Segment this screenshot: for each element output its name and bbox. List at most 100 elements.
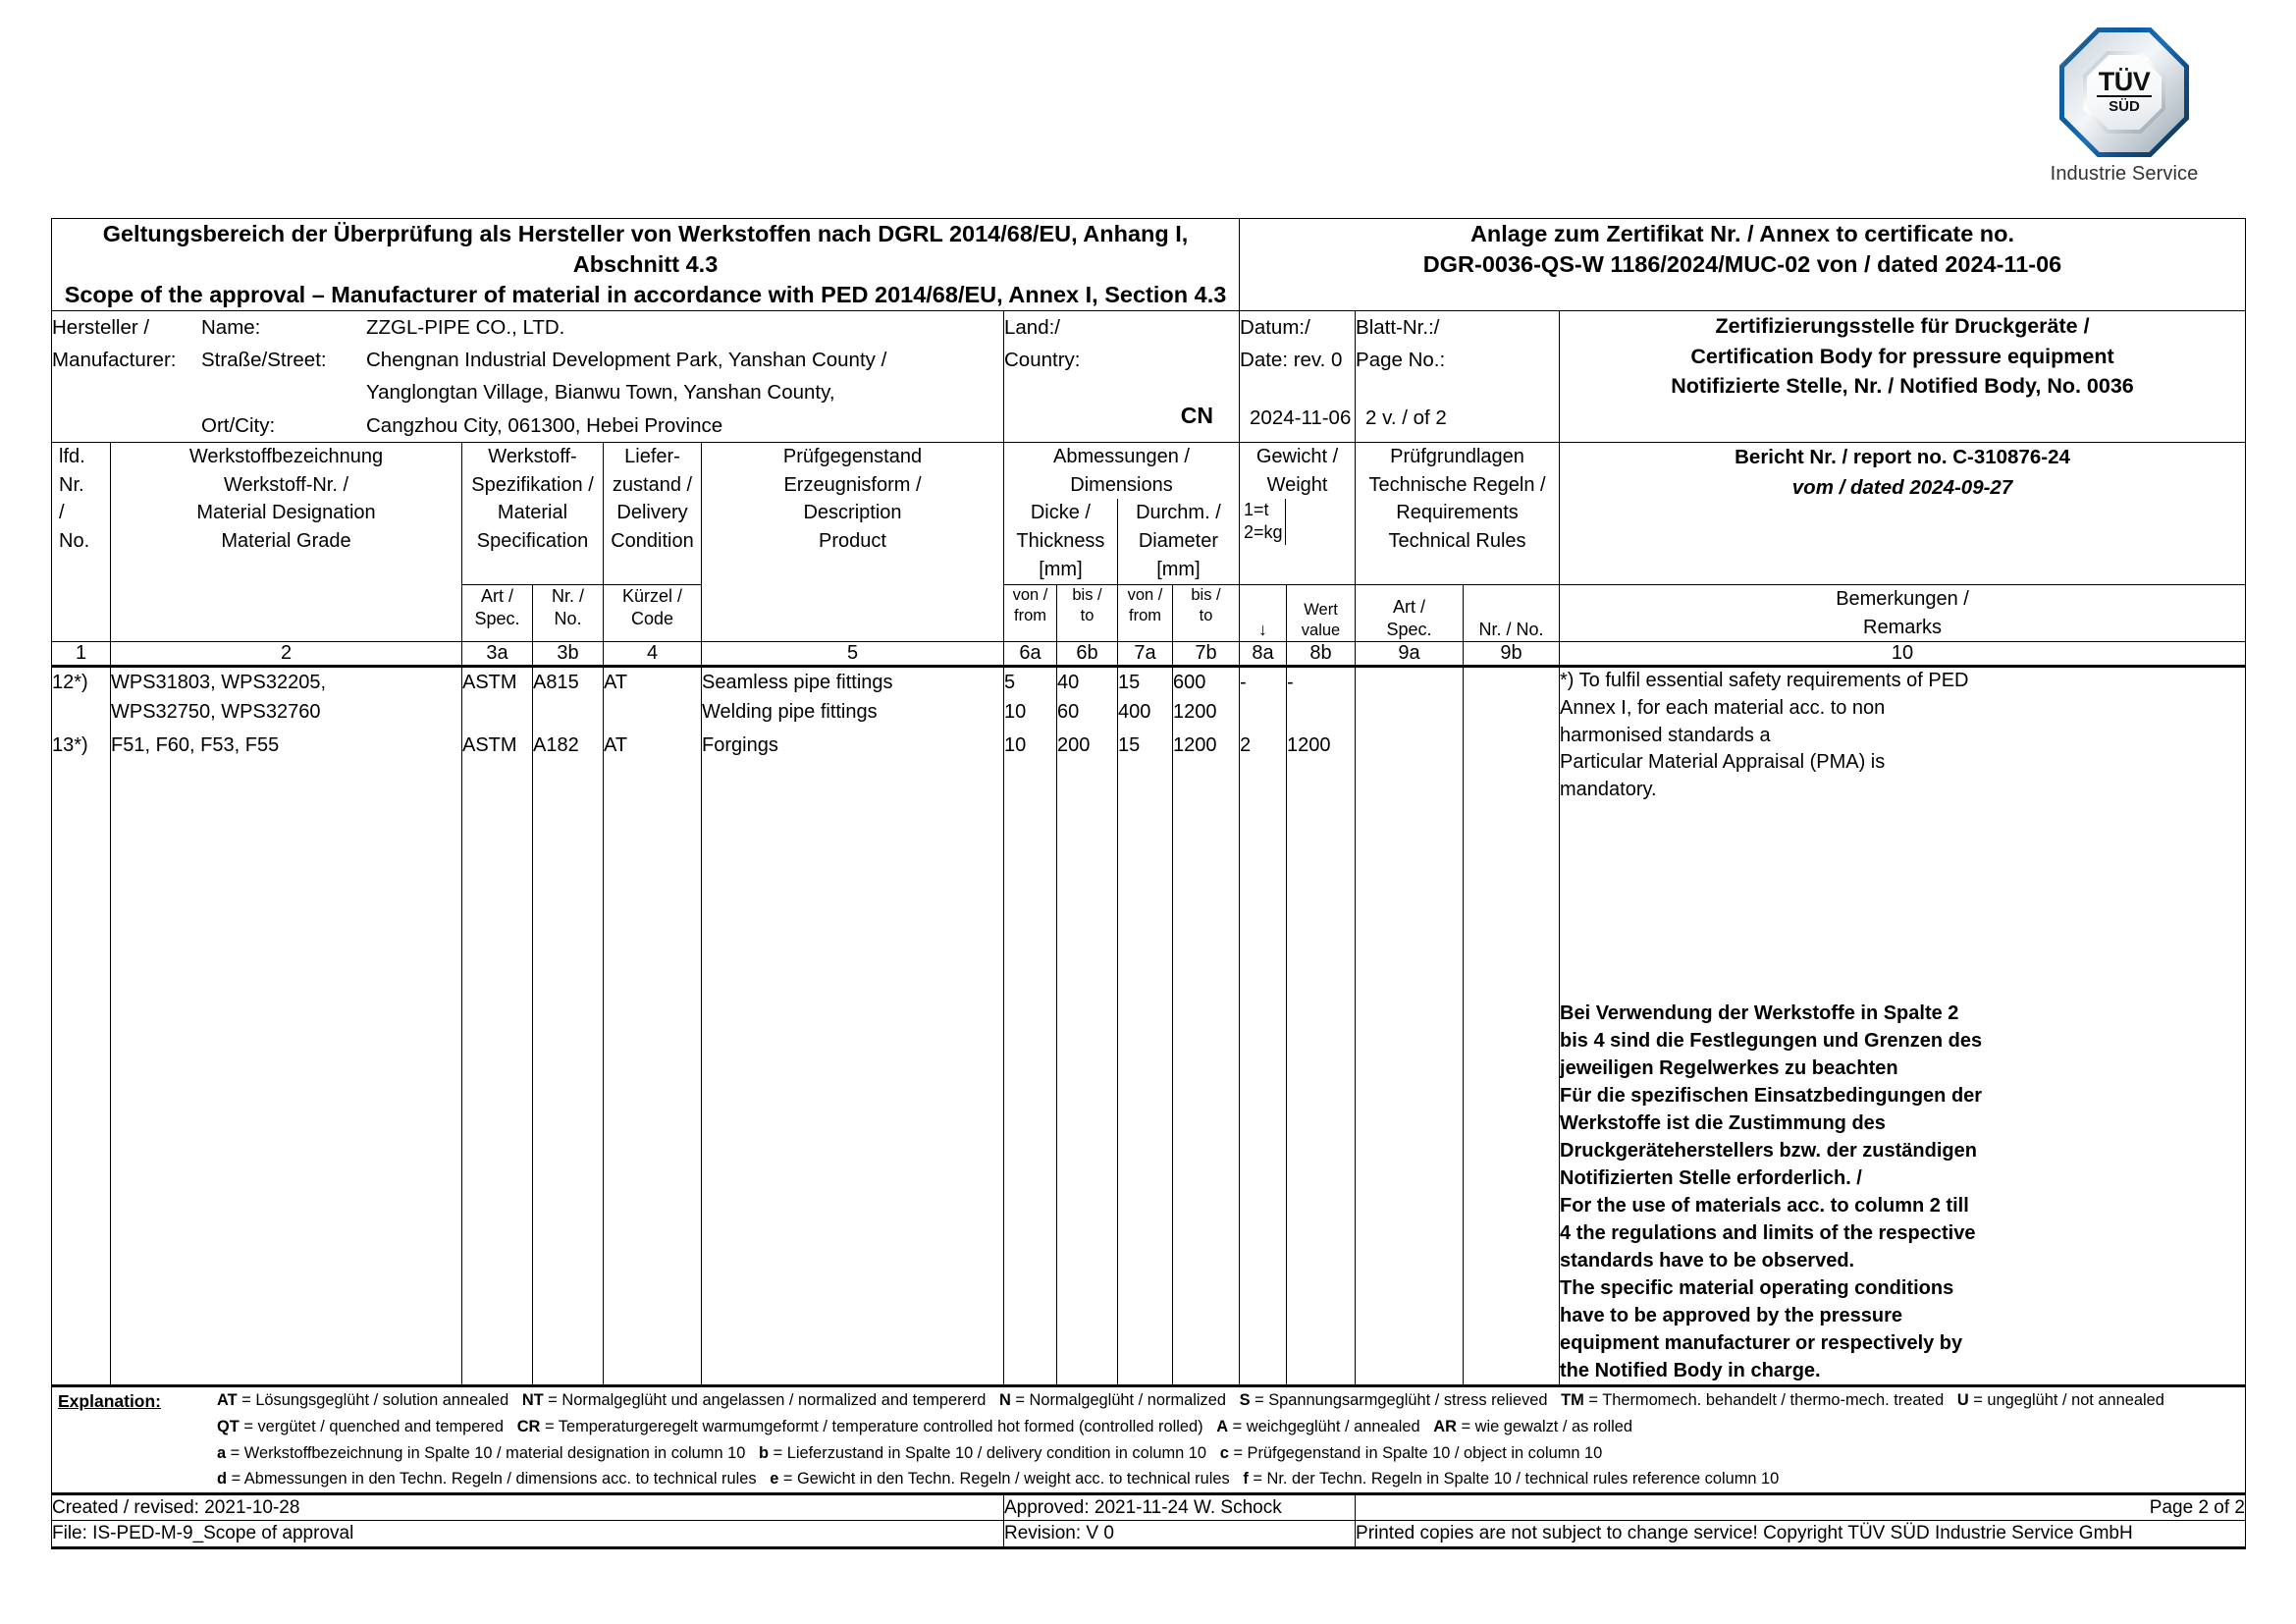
col-subheader-weight-unit: ↓ <box>1239 583 1288 643</box>
col-subheader-kuerzel: Kürzel / Code <box>603 583 702 643</box>
page-block: Blatt-Nr.:/ Page No.: 2 v. / of 2 <box>1355 310 1561 443</box>
explanation-lines: AT = Lösungsgeglüht / solution annealed … <box>217 1387 2245 1491</box>
column-header-band-upper: lfd. Nr. / No. Werkstoffbezeichnung Werk… <box>51 441 2246 643</box>
certification-body-block: Zertifizierungsstelle für Druckgeräte / … <box>1559 310 2246 443</box>
scope-of-approval-document: Geltungsbereich der Überprüfung als Hers… <box>50 217 2246 1549</box>
page-label-de: Blatt-Nr.:/ <box>1356 316 1440 340</box>
column-header-band-sub: Art / Spec. Nr. / No. Kürzel / Code von … <box>52 583 2246 643</box>
explanation-label: Explanation: <box>58 1391 162 1412</box>
document-table: Geltungsbereich der Überprüfung als Hers… <box>50 217 2246 1549</box>
fill-7b <box>1171 767 1241 1388</box>
table-row: 13*) F51, F60, F53, F55 ASTM A182 AT For… <box>51 730 2246 768</box>
table-row: 12*) WPS31803, WPS32205, WPS32750, WPS32… <box>51 666 2246 1387</box>
col-header-technical-rules: Prüfgrundlagen Technische Regeln / Requi… <box>1355 441 1561 585</box>
logo-sud-text: SÜD <box>2109 98 2140 116</box>
explanation-line-4: d = Abmessungen in den Techn. Regeln / d… <box>217 1470 1780 1489</box>
title-german: Geltungsbereich der Überprüfung als Hers… <box>102 221 1189 278</box>
colnum-7a: 7a <box>1117 641 1173 669</box>
row-spec-nr: A815 <box>532 666 604 731</box>
logo-tuv-text: TÜV <box>2098 66 2151 96</box>
column-number-row: 1 2 3a 3b 4 5 6a 6b 7a 7b 8a 8b 9a 9b 10 <box>51 641 2246 669</box>
colnum-6a: 6a <box>1003 641 1057 669</box>
manufacturer-label-1: Hersteller / <box>52 316 150 340</box>
date-label-en: Date: rev. 0 <box>1240 349 1343 372</box>
country-value: CN <box>1180 402 1214 428</box>
fill-7a <box>1117 767 1173 1388</box>
row-description: Forgings <box>701 730 1004 768</box>
col-subheader-spec-art: Art / Spec. <box>461 583 533 643</box>
row-spec-art: ASTM <box>461 730 533 768</box>
remarks-spacer <box>1560 803 2245 1000</box>
colnum-8b: 8b <box>1286 641 1357 669</box>
colnum-4: 4 <box>603 641 702 669</box>
fill-1 <box>51 767 111 1388</box>
report-number: Bericht Nr. / report no. C-310876-24 <box>1735 445 2070 468</box>
col-header-material-spec: Werkstoff- Spezifikation / Material Spec… <box>461 441 604 585</box>
row-spec-nr: A182 <box>532 730 604 768</box>
row-rules-art <box>1355 666 1465 731</box>
page-value: 2 v. / of 2 <box>1365 406 1447 429</box>
colnum-9a: 9a <box>1355 641 1465 669</box>
title-band: Geltungsbereich der Überprüfung als Hers… <box>50 217 2246 312</box>
report-reference: Bericht Nr. / report no. C-310876-24 vom… <box>1559 441 2246 585</box>
footer-created: Created / revised: 2021-10-28 <box>51 1492 1004 1522</box>
annex-value: DGR-0036-QS-W 1186/2024/MUC-02 von / dat… <box>1422 251 2062 278</box>
certification-body-line1: Zertifizierungsstelle für Druckgeräte / <box>1715 314 2090 339</box>
row-weight-unit: 2 <box>1239 730 1288 768</box>
row-description: Seamless pipe fittings Welding pipe fitt… <box>701 666 1004 731</box>
row-no: 13*) <box>51 730 111 768</box>
table-body-fill <box>51 767 2246 1388</box>
colnum-6b: 6b <box>1056 641 1118 669</box>
colnum-3b: 3b <box>532 641 604 669</box>
title-english: Scope of the approval – Manufacturer of … <box>64 282 1227 308</box>
manufacturer-block: Hersteller / Name: ZZGL-PIPE CO., LTD. M… <box>51 310 1004 443</box>
explanation-line-3: a = Werkstoffbezeichnung in Spalte 10 / … <box>217 1443 1603 1462</box>
fill-4 <box>603 767 702 1388</box>
row-spec-art: ASTM <box>461 666 533 731</box>
colnum-3a: 3a <box>461 641 533 669</box>
colnum-10: 10 <box>1559 641 2246 669</box>
manufacturer-city-label: Ort/City: <box>201 413 276 437</box>
col-subheader-thickness-from: von / from <box>1003 583 1057 643</box>
row-delivery: AT <box>603 730 702 768</box>
annex-label: Anlage zum Zertifikat Nr. / Annex to cer… <box>1469 221 2015 246</box>
remarks-footnote: *) To fulfil essential safety requiremen… <box>1560 670 1969 800</box>
certification-body-line2: Certification Body for pressure equipmen… <box>1690 344 2114 368</box>
explanation-line-1: AT = Lösungsgeglüht / solution annealed … <box>217 1391 2164 1410</box>
row-weight-unit: - <box>1239 666 1288 731</box>
manufacturer-street-label: Straße/Street: <box>201 349 327 372</box>
manufacturer-band: Hersteller / Name: ZZGL-PIPE CO., LTD. M… <box>51 310 2246 443</box>
country-label-en: Country: <box>1004 349 1081 372</box>
fill-5 <box>701 767 1004 1388</box>
footer-row-created: Created / revised: 2021-10-28 Approved: … <box>51 1492 2246 1522</box>
row-weight-value: 1200 <box>1286 730 1357 768</box>
col-subheader-diameter-from: von / from <box>1117 583 1173 643</box>
explanation-block: Explanation: AT = Lösungsgeglüht / solut… <box>51 1384 2246 1495</box>
footer-revision: Revision: V 0 <box>1002 1520 1357 1549</box>
colnum-7b: 7b <box>1171 641 1241 669</box>
manufacturer-street-value-1: Chengnan Industrial Development Park, Ya… <box>366 349 887 372</box>
date-value: 2024-11-06 <box>1250 406 1352 429</box>
col-header-delivery-condition: Liefer- zustand / Delivery Condition <box>603 441 702 585</box>
col-subheader-weight-value: Wert value <box>1286 583 1357 643</box>
col-subheader-thickness-to: bis / to <box>1056 583 1118 643</box>
row-diameter-from: 15 400 <box>1117 666 1173 731</box>
row-material: WPS31803, WPS32205, WPS32750, WPS32760 <box>110 666 462 731</box>
fill-6a <box>1003 767 1057 1388</box>
col-header-dimensions-group: Abmessungen / Dimensions Dicke / Thickne… <box>1002 441 1241 585</box>
colnum-1: 1 <box>51 641 111 669</box>
col-subheader-diameter-to: bis / to <box>1171 583 1241 643</box>
row-thickness-to: 40 60 <box>1056 666 1118 731</box>
row-thickness-from: 10 <box>1003 730 1057 768</box>
row-delivery: AT <box>603 666 702 731</box>
footer-approved: Approved: 2021-11-24 W. Schock <box>1002 1492 1357 1522</box>
colnum-5: 5 <box>701 641 1004 669</box>
row-diameter-to: 600 1200 <box>1171 666 1241 731</box>
fill-9b <box>1463 767 1561 1388</box>
manufacturer-name-label: Name: <box>201 316 261 340</box>
fill-2 <box>110 767 462 1388</box>
tuv-octagon-icon: TÜV SÜD <box>2059 27 2189 157</box>
row-weight-value: - <box>1286 666 1357 731</box>
certification-body-line3: Notifizierte Stelle, Nr. / Notified Body… <box>1671 374 2134 399</box>
row-thickness-to: 200 <box>1056 730 1118 768</box>
